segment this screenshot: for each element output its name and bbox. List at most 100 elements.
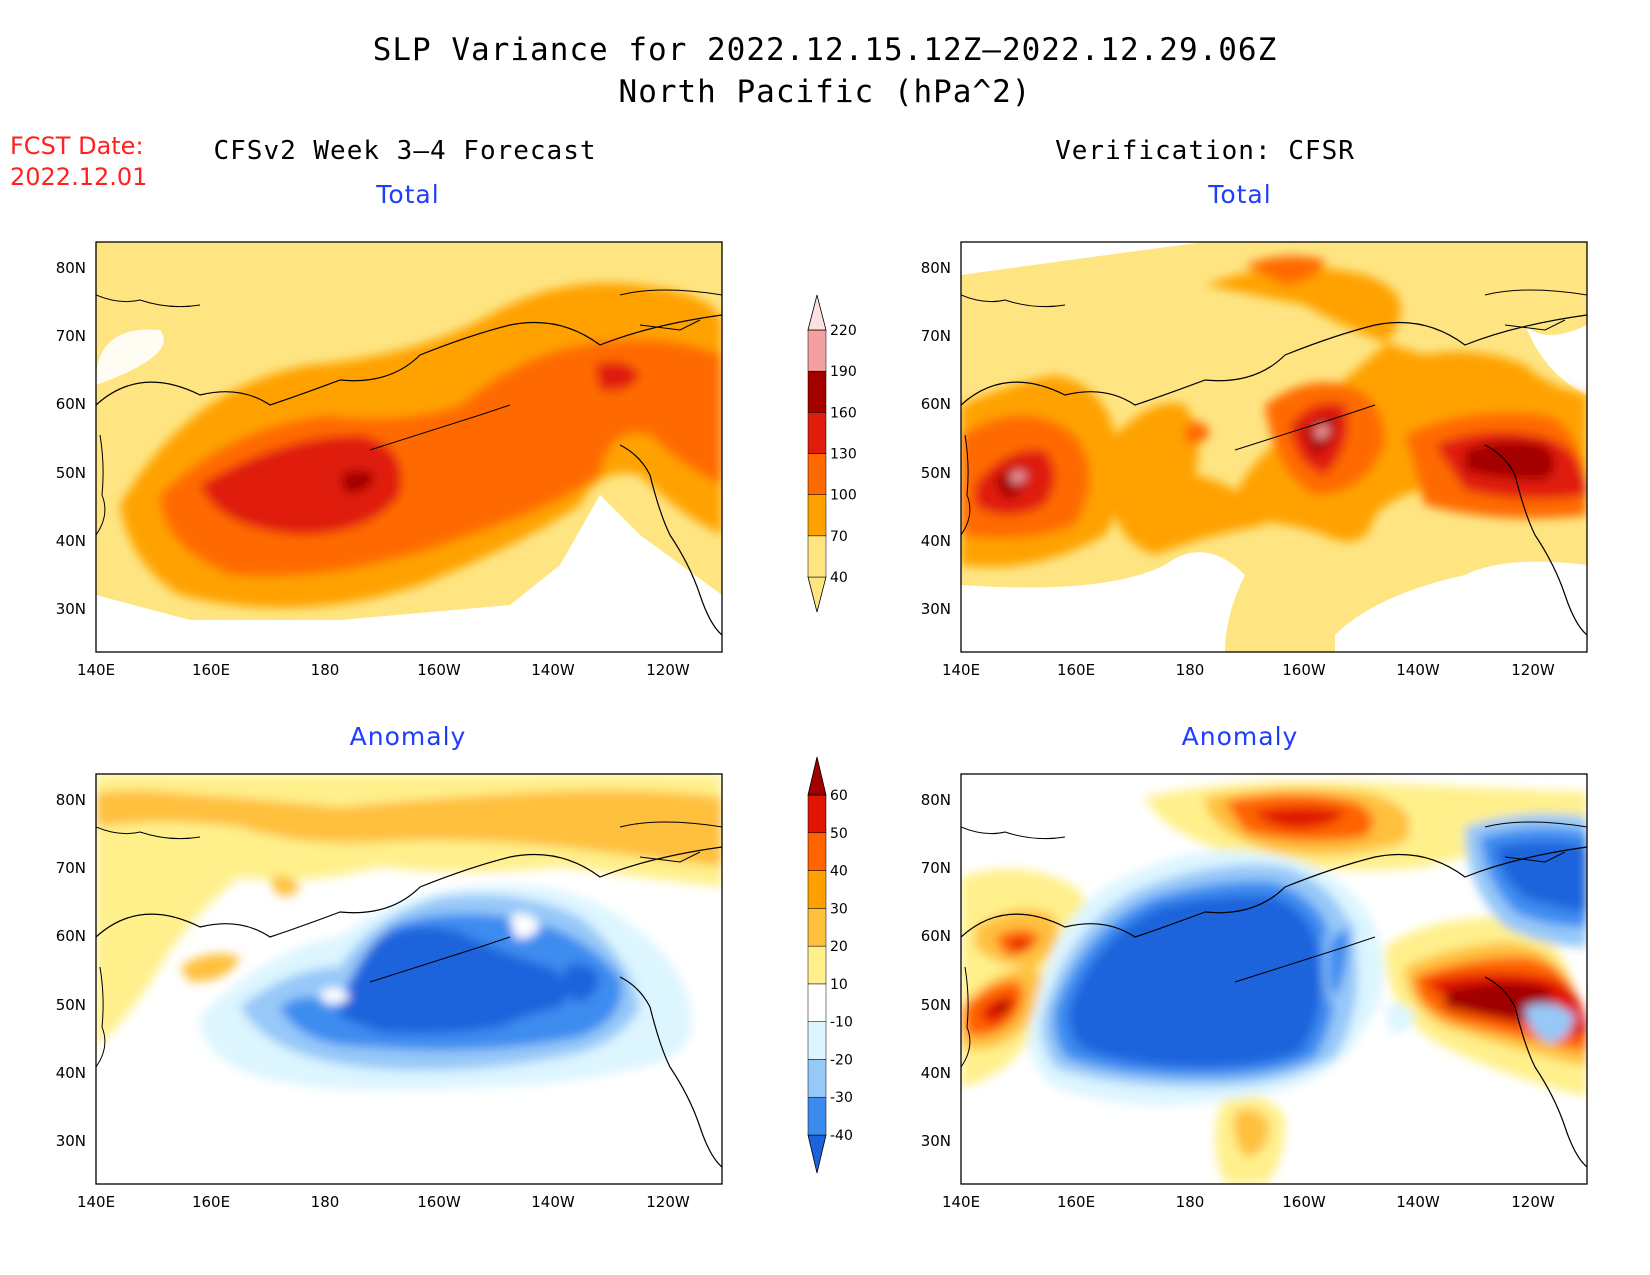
colorbar-anomaly-label: 10	[830, 977, 848, 993]
lon-tick-120W: 120W	[1511, 661, 1555, 679]
lon-tick-160E: 160E	[1057, 1193, 1095, 1211]
lon-tick-120W: 120W	[646, 1193, 690, 1211]
colorbar-anomaly-arrow-low	[807, 1134, 827, 1174]
lon-tick-140E: 140E	[942, 661, 980, 679]
colorbar-anomaly: -40 -30 -20 -10 10 20 30 40 50 60	[807, 756, 853, 1174]
lon-tick-160E: 160E	[192, 1193, 230, 1211]
colorbar-anomaly-label: -40	[830, 1128, 853, 1144]
colorbar-anomaly-box	[807, 870, 827, 909]
map-forecast-anomaly: 80N 70N 60N 50N 40N 30N 140E 160E 180 16…	[56, 773, 723, 1211]
lat-tick-50N: 50N	[921, 464, 951, 482]
colorbar-anomaly-box	[807, 1096, 827, 1136]
colorbar-anomaly-box	[807, 945, 827, 985]
colorbar-total-box	[807, 535, 827, 578]
fcst-label: FCST Date:	[10, 132, 144, 160]
lon-tick-160E: 160E	[1057, 661, 1095, 679]
lon-tick-120W: 120W	[1511, 1193, 1555, 1211]
colorbar-total-box	[807, 494, 827, 537]
lon-ticks: 140E 160E 180 160W 140W 120W	[77, 1193, 690, 1211]
colorbar-total: 40 70 100 130 160 190 220	[807, 294, 857, 613]
lat-tick-70N: 70N	[56, 859, 86, 877]
colorbar-anomaly-label: 20	[830, 939, 848, 955]
lat-tick-60N: 60N	[56, 395, 86, 413]
panel-title-verification-total: Total	[1208, 180, 1272, 209]
lat-tick-30N: 30N	[921, 600, 951, 618]
colorbar-anomaly-label: -10	[830, 1015, 853, 1031]
colorbar-anomaly-label: 50	[830, 826, 848, 842]
left-column-title: CFSv2 Week 3–4 Forecast	[213, 136, 597, 166]
colorbar-total-label: 220	[830, 323, 857, 339]
lat-tick-60N: 60N	[921, 927, 951, 945]
lat-tick-50N: 50N	[921, 996, 951, 1014]
lat-tick-30N: 30N	[56, 1132, 86, 1150]
lat-tick-40N: 40N	[921, 1064, 951, 1082]
map-verification-anomaly: 80N 70N 60N 50N 40N 30N 140E 160E 180 16…	[921, 773, 1588, 1211]
colorbar-anomaly-label: 60	[830, 788, 848, 804]
lon-ticks: 140E 160E 180 160W 140W 120W	[942, 661, 1555, 679]
colorbar-anomaly-box	[807, 794, 827, 834]
lat-tick-80N: 80N	[921, 791, 951, 809]
colorbar-total-label: 160	[830, 405, 857, 421]
map-verification-total: 80N 70N 60N 50N 40N 30N 140E 160E 180 16…	[921, 241, 1588, 679]
lon-tick-140W: 140W	[531, 661, 575, 679]
lat-tick-30N: 30N	[921, 1132, 951, 1150]
lon-tick-140W: 140W	[1396, 661, 1440, 679]
lon-tick-180: 180	[1176, 661, 1205, 679]
colorbar-total-arrow-low	[807, 576, 827, 613]
colorbar-total-box	[807, 412, 827, 454]
lon-ticks: 140E 160E 180 160W 140W 120W	[77, 661, 690, 679]
colorbar-anomaly-label: -20	[830, 1052, 853, 1068]
lat-tick-60N: 60N	[56, 927, 86, 945]
lon-tick-180: 180	[1176, 1193, 1205, 1211]
panel-title-forecast-total: Total	[376, 180, 440, 209]
lat-tick-70N: 70N	[56, 327, 86, 345]
lon-tick-160W: 160W	[1282, 661, 1326, 679]
right-column-title: Verification: CFSR	[1055, 136, 1355, 166]
lat-ticks: 80N 70N 60N 50N 40N 30N	[56, 259, 86, 618]
panel-title-verification-anomaly: Anomaly	[1181, 722, 1299, 751]
colorbar-total-label: 70	[830, 529, 848, 545]
lat-tick-70N: 70N	[921, 859, 951, 877]
lon-tick-140W: 140W	[531, 1193, 575, 1211]
colorbar-anomaly-box	[807, 1059, 827, 1098]
lat-tick-60N: 60N	[921, 395, 951, 413]
colorbar-anomaly-label: -30	[830, 1090, 853, 1106]
lat-tick-80N: 80N	[56, 791, 86, 809]
lat-ticks: 80N 70N 60N 50N 40N 30N	[921, 259, 951, 618]
colorbar-anomaly-box	[807, 832, 827, 871]
lon-tick-140W: 140W	[1396, 1193, 1440, 1211]
lat-ticks: 80N 70N 60N 50N 40N 30N	[56, 791, 86, 1150]
panel-title-forecast-anomaly: Anomaly	[349, 722, 467, 751]
lon-tick-160W: 160W	[417, 1193, 461, 1211]
lon-tick-140E: 140E	[942, 1193, 980, 1211]
lat-ticks: 80N 70N 60N 50N 40N 30N	[921, 791, 951, 1150]
main-title: SLP Variance for 2022.12.15.12Z–2022.12.…	[372, 32, 1278, 68]
colorbar-anomaly-box	[807, 983, 827, 1022]
colorbar-total-box	[807, 370, 827, 413]
lat-tick-50N: 50N	[56, 464, 86, 482]
colorbar-anomaly-label: 30	[830, 901, 848, 917]
lon-tick-180: 180	[311, 1193, 340, 1211]
colorbar-anomaly-label: 40	[830, 864, 848, 880]
lon-tick-180: 180	[311, 661, 340, 679]
lon-ticks: 140E 160E 180 160W 140W 120W	[942, 1193, 1555, 1211]
colorbar-total-label: 130	[830, 447, 857, 463]
lat-tick-50N: 50N	[56, 996, 86, 1014]
fcst-date: 2022.12.01	[10, 163, 148, 191]
lon-tick-140E: 140E	[77, 1193, 115, 1211]
colorbar-anomaly-box	[807, 1021, 827, 1060]
main-subtitle: North Pacific (hPa^2)	[618, 74, 1032, 110]
lon-tick-160E: 160E	[192, 661, 230, 679]
lon-tick-120W: 120W	[646, 661, 690, 679]
lat-tick-70N: 70N	[921, 327, 951, 345]
colorbar-total-label: 100	[830, 488, 857, 504]
colorbar-total-box	[807, 453, 827, 495]
lat-tick-80N: 80N	[56, 259, 86, 277]
lat-tick-80N: 80N	[921, 259, 951, 277]
lat-tick-40N: 40N	[56, 532, 86, 550]
lon-tick-160W: 160W	[417, 661, 461, 679]
lat-tick-40N: 40N	[56, 1064, 86, 1082]
colorbar-anomaly-arrow-high	[807, 756, 827, 796]
colorbar-total-arrow-high	[807, 294, 827, 331]
lat-tick-40N: 40N	[921, 532, 951, 550]
